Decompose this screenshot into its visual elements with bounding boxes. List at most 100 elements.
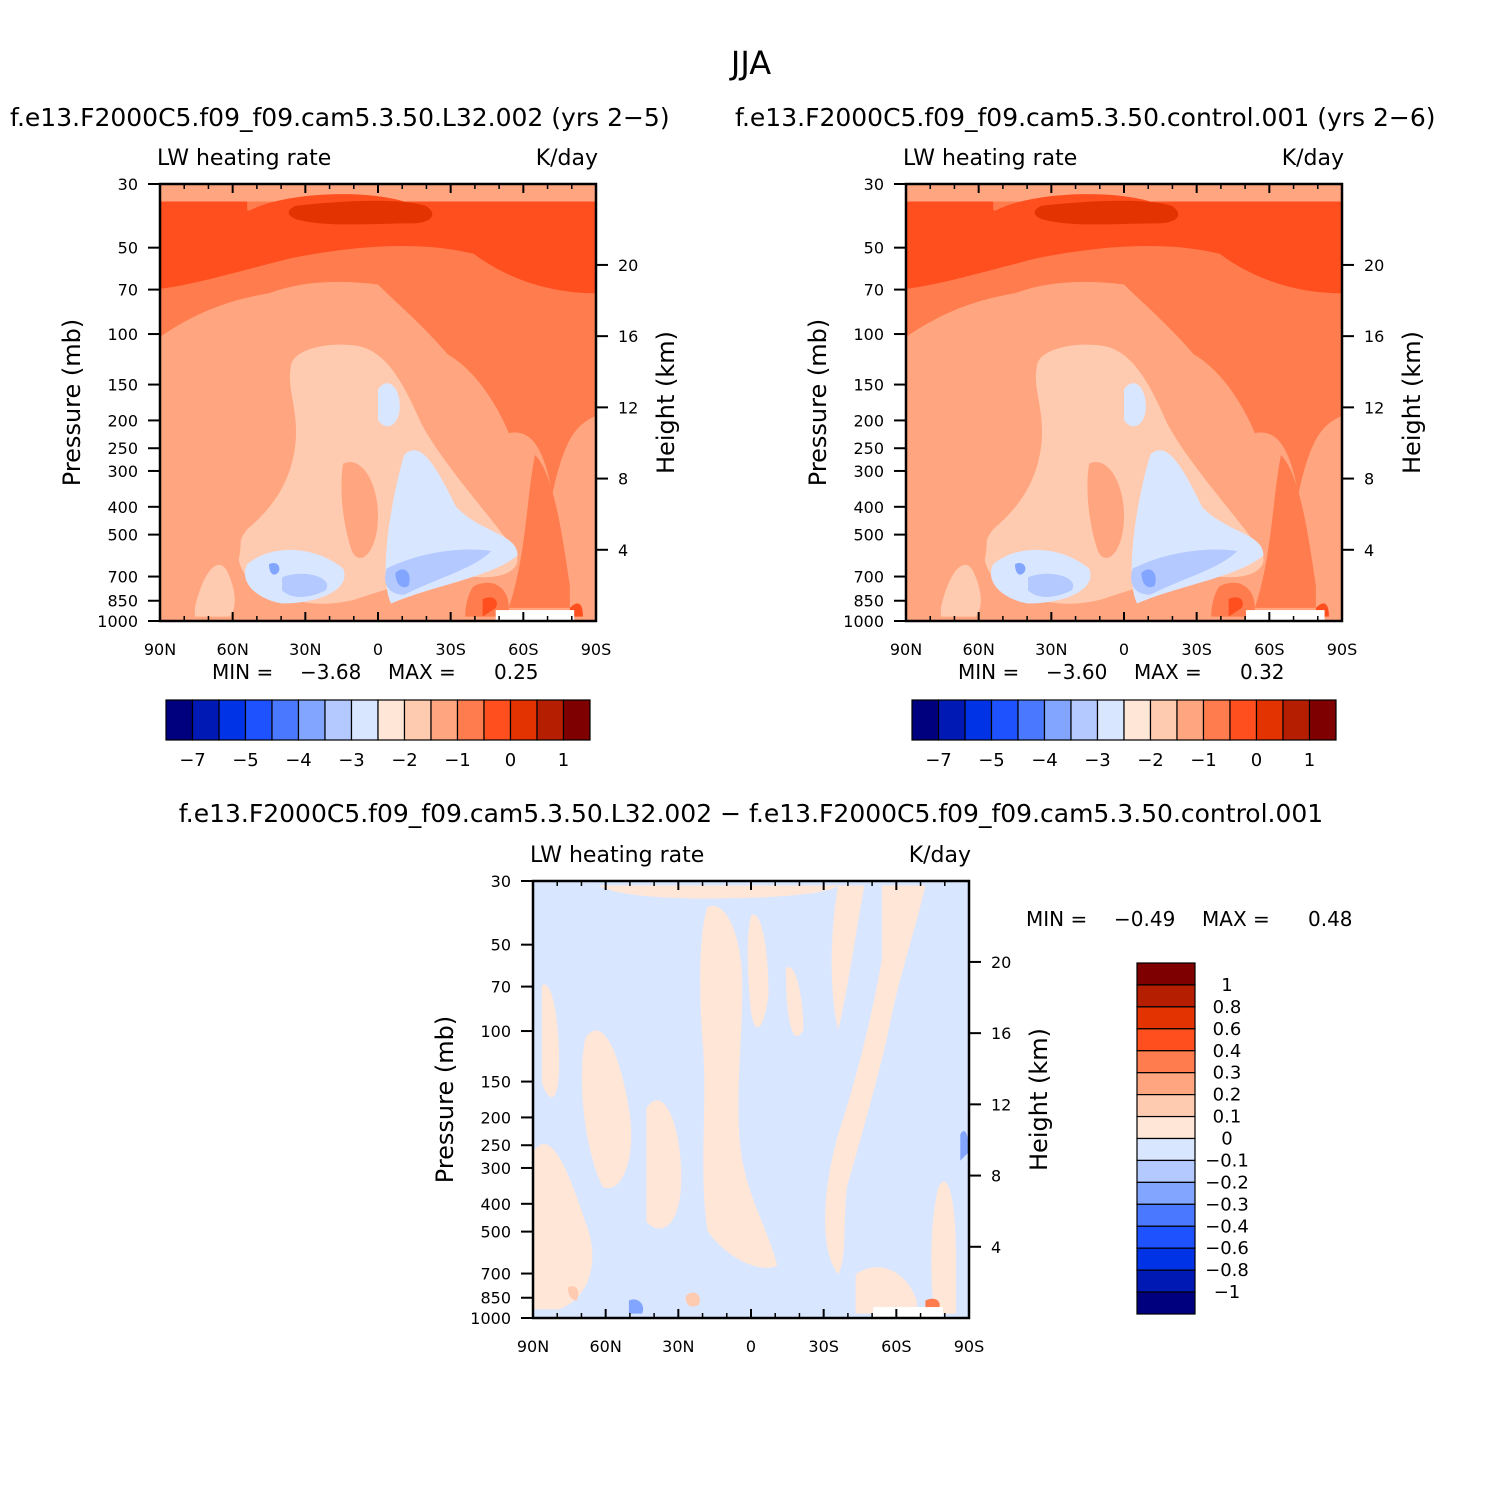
- y-tick-label: 70: [491, 978, 511, 997]
- colorbar-swatch: [191, 699, 220, 741]
- colorbar-swatch: [297, 699, 326, 741]
- y-axis-title: Pressure (mb): [804, 319, 832, 486]
- contour-region-0: [906, 201, 1342, 495]
- contour-region-12: [685, 1292, 700, 1307]
- contour-region-15: [282, 573, 328, 597]
- colorbar-swatch: [990, 699, 1019, 741]
- y-tick-label: 200: [107, 411, 138, 430]
- colorbar-swatch: [403, 699, 432, 741]
- max-value: 0.48: [1308, 907, 1353, 931]
- panel-left-label: LW heating rate: [157, 146, 331, 171]
- colorbar-swatch: [1136, 1203, 1196, 1227]
- colorbar-swatch: [1229, 699, 1258, 741]
- contour-region-15: [628, 1299, 644, 1314]
- y-tick-label: 30: [864, 175, 884, 194]
- height-tick-label: 8: [991, 1167, 1001, 1186]
- y-tick-label: 30: [491, 872, 511, 891]
- contour-region-7: [1087, 461, 1124, 558]
- max-label: MAX =: [1134, 660, 1202, 684]
- colorbar-swatch: [218, 699, 247, 741]
- y-tick-label: 400: [853, 498, 884, 517]
- colorbar-diff: 10.80.60.40.30.20.10−0.1−0.2−0.3−0.4−0.6…: [1136, 962, 1249, 1315]
- y-tick-label: 100: [107, 325, 138, 344]
- y-tick-label: 850: [107, 592, 138, 611]
- min-label: MIN =: [958, 660, 1019, 684]
- y-tick-label: 700: [107, 568, 138, 587]
- contour-region-3: [747, 914, 769, 1028]
- y-tick-label: 500: [107, 526, 138, 545]
- y-tick-label: 500: [853, 526, 884, 545]
- heatmap-field: [160, 184, 596, 621]
- colorbar-swatch: [324, 699, 353, 741]
- run-title-right: f.e13.F2000C5.f09_f09.cam5.3.50.control.…: [735, 103, 1436, 132]
- contour-region-4: [288, 200, 433, 225]
- contour-region-16: [269, 562, 280, 575]
- colorbar-tick-label: −4: [285, 750, 312, 771]
- y-tick-label: 300: [853, 462, 884, 481]
- colorbar-tick-label: −7: [179, 750, 206, 771]
- colorbar-swatch: [430, 699, 459, 741]
- run-title-diff: f.e13.F2000C5.f09_f09.cam5.3.50.L32.002 …: [179, 799, 1323, 828]
- contour-region-13: [395, 569, 410, 588]
- y-tick-label: 250: [107, 439, 138, 458]
- y-axis-title: Pressure (mb): [431, 1016, 459, 1183]
- contour-region-15: [1028, 573, 1074, 597]
- contour-region-9: [646, 1100, 682, 1229]
- colorbar-swatch: [1149, 699, 1178, 741]
- contour-region-4: [533, 1144, 593, 1310]
- contour-region-9: [940, 564, 981, 617]
- colorbar-swatch: [1282, 699, 1311, 741]
- y-tick-label: 700: [480, 1265, 511, 1284]
- colorbar-tick-label: 0: [505, 750, 516, 771]
- colorbar-swatch: [1136, 1050, 1196, 1074]
- colorbar-tick-label: 0.6: [1213, 1019, 1242, 1040]
- y-tick-label: 70: [118, 281, 138, 300]
- colorbar-swatch: [1136, 1094, 1196, 1118]
- run-title-left: f.e13.F2000C5.f09_f09.cam5.3.50.L32.002 …: [10, 103, 670, 132]
- x-tick-label: 30S: [435, 640, 466, 659]
- y-tick-label: 1000: [470, 1309, 511, 1328]
- colorbar-swatch: [562, 699, 591, 741]
- x-tick-label: 30N: [662, 1337, 694, 1356]
- contour-region-8: [785, 967, 804, 1037]
- colorbar-swatch: [911, 699, 940, 741]
- contour-region-5: [508, 454, 570, 608]
- colorbar-tick-label: 0.1: [1213, 1107, 1242, 1128]
- colorbar-tick-label: −7: [925, 750, 952, 771]
- x-tick-label: 30S: [1181, 640, 1212, 659]
- height-tick-label: 4: [1364, 541, 1374, 560]
- min-label: MIN =: [1026, 907, 1087, 931]
- colorbar-tick-label: 1: [1304, 750, 1315, 771]
- colorbar-swatch: [1136, 1225, 1196, 1249]
- height-tick-label: 12: [991, 1095, 1011, 1114]
- colorbar-tick-label: −3: [338, 750, 365, 771]
- contour-region-14: [925, 1298, 940, 1310]
- contour-region-5: [581, 1030, 632, 1189]
- colorbar-swatch: [1136, 1115, 1196, 1140]
- y-tick-label: 100: [480, 1022, 511, 1041]
- height-tick-label: 16: [1364, 327, 1384, 346]
- y-tick-label: 300: [107, 462, 138, 481]
- y-tick-label: 50: [118, 239, 138, 258]
- contour-region-18: [482, 597, 497, 617]
- colorbar-swatch: [1136, 1181, 1196, 1205]
- colorbar-swatch: [377, 699, 406, 741]
- contour-region-10: [378, 383, 400, 427]
- y-tick-label: 250: [480, 1136, 511, 1155]
- max-value: 0.25: [494, 660, 539, 684]
- colorbar-swatch: [1136, 1006, 1196, 1030]
- contour-region-1: [825, 885, 926, 1275]
- height-tick-label: 20: [991, 953, 1011, 972]
- colorbar-swatch: [1136, 1269, 1196, 1293]
- contour-region-5: [1254, 454, 1316, 608]
- min-value: −3.60: [1046, 660, 1107, 684]
- colorbar-swatch: [271, 699, 300, 741]
- contour-region-13: [1141, 569, 1156, 588]
- panel-units-label: K/day: [909, 843, 971, 868]
- y-tick-label: 100: [853, 325, 884, 344]
- colorbar-swatch: [1202, 699, 1231, 741]
- panel-left: LW heating rate K/day 90N 60N 30N 0 30S 60S 90S 3…: [58, 146, 680, 684]
- y-tick-label: 850: [480, 1289, 511, 1308]
- colorbar-swatch: [350, 699, 379, 741]
- colorbar-swatch: [1136, 1072, 1196, 1096]
